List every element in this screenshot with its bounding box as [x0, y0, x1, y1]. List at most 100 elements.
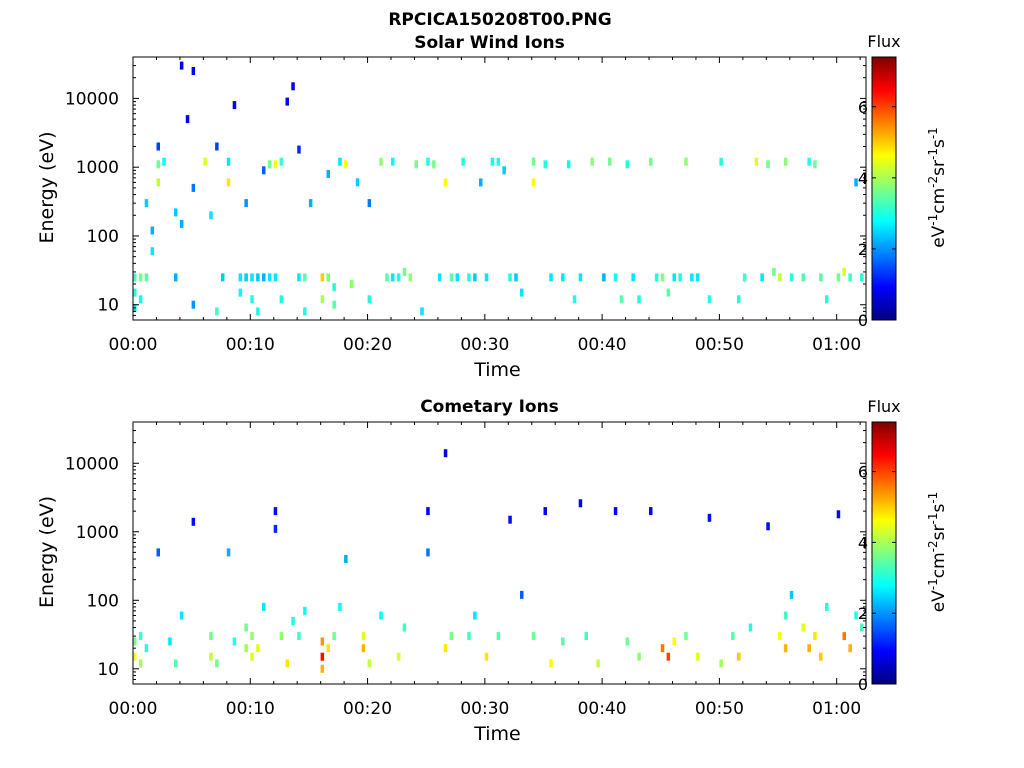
heatmap-cell — [531, 632, 536, 641]
heatmap-cell — [215, 307, 219, 316]
heatmap-cell — [449, 273, 454, 282]
colorbar-label: eV-1cm-2sr-1s-1 — [926, 492, 949, 613]
heatmap-cell — [854, 611, 858, 620]
heatmap-cell — [836, 273, 841, 282]
heatmap-cell — [226, 548, 231, 557]
heatmap-cell — [179, 219, 184, 228]
plot-frame — [132, 56, 867, 321]
heatmap-cell — [273, 507, 278, 516]
panel-title: Cometary Ions — [420, 397, 559, 417]
heatmap-cell — [549, 273, 553, 282]
heatmap-cell — [690, 273, 694, 282]
heatmap-cell — [443, 644, 448, 653]
x-tick-label: 00:10 — [226, 699, 275, 719]
heatmap-cell — [672, 637, 676, 646]
heatmap-cell — [308, 199, 313, 208]
heatmap-cell — [174, 273, 178, 282]
heatmap-cell — [138, 632, 143, 641]
heatmap-cell — [350, 280, 354, 288]
colorbar — [871, 421, 897, 685]
heatmap-cell — [860, 623, 864, 632]
heatmap-cell — [860, 273, 864, 282]
heatmap-cell — [320, 664, 325, 673]
heatmap-cell — [273, 524, 278, 533]
heatmap-cell — [426, 507, 430, 516]
x-tick-label: 00:10 — [226, 335, 275, 355]
heatmap-cell — [232, 637, 237, 646]
heatmap-cell — [133, 288, 137, 297]
heatmap-cell — [361, 632, 366, 641]
y-tick-label: 100 — [87, 591, 119, 611]
x-tick-label: 00:30 — [460, 335, 509, 355]
heatmap-cell — [262, 602, 266, 611]
heatmap-cell — [150, 247, 155, 256]
heatmap-cell — [344, 160, 348, 169]
heatmap-cell — [854, 178, 858, 187]
heatmap-cell — [191, 517, 196, 526]
heatmap-cell — [520, 590, 524, 599]
heatmap-cell — [660, 644, 665, 653]
heatmap-cell — [367, 295, 372, 304]
heatmap-cell — [402, 267, 407, 276]
heatmap-cell — [209, 211, 213, 220]
x-tick-label: 00:30 — [460, 699, 509, 719]
heatmap-cell — [742, 273, 747, 282]
heatmap-cell — [133, 637, 137, 646]
heatmap-cell — [344, 555, 348, 563]
heatmap-cell — [625, 160, 630, 169]
heatmap-cell — [637, 295, 641, 304]
heatmap-cell — [396, 273, 401, 282]
heatmap-cell — [168, 637, 172, 646]
heatmap-cell — [244, 623, 248, 632]
colorbar-label: eV-1cm-2sr-1s-1 — [926, 127, 949, 248]
heatmap-cell — [332, 283, 336, 292]
figure-title: RPCICA150208T00.PNG — [388, 10, 611, 30]
panel-title: Solar Wind Ions — [414, 33, 565, 53]
heatmap-cell — [133, 652, 137, 661]
heatmap-cell — [174, 208, 178, 217]
heatmap-cell — [789, 590, 794, 599]
heatmap-cell — [156, 178, 160, 187]
heatmap-cell — [303, 273, 307, 282]
heatmap-cell — [391, 273, 395, 282]
heatmap-cell — [320, 637, 325, 646]
heatmap-cell — [848, 273, 852, 282]
heatmap-cell — [783, 644, 788, 653]
y-tick-label: 1000 — [76, 158, 119, 178]
heatmap-cell — [256, 273, 260, 282]
y-tick-label: 10 — [97, 660, 119, 680]
heatmap-cell — [203, 157, 207, 166]
heatmap-cell — [608, 157, 612, 166]
heatmap-cell — [303, 307, 307, 316]
colorbar-tick-label: 2 — [858, 240, 868, 259]
heatmap-cell — [379, 157, 383, 166]
heatmap-cell — [836, 510, 841, 519]
heatmap-cell — [256, 307, 260, 316]
heatmap-cell — [285, 97, 289, 106]
heatmap-cell — [807, 644, 811, 653]
y-tick-label: 1000 — [76, 523, 119, 543]
heatmap-cell — [596, 659, 600, 668]
x-axis-label: Time — [473, 359, 521, 381]
heatmap-cell — [455, 273, 459, 282]
heatmap-cell — [273, 160, 278, 169]
heatmap-cell — [707, 513, 712, 522]
heatmap-cell — [549, 659, 553, 668]
heatmap-cell — [678, 273, 682, 282]
heatmap-cell — [543, 507, 547, 516]
heatmap-cell — [819, 273, 823, 282]
heatmap-cell — [807, 157, 811, 166]
heatmap-cell — [332, 300, 336, 309]
y-tick-label: 10000 — [65, 454, 119, 474]
x-tick-label: 00:00 — [109, 335, 158, 355]
heatmap-cell — [297, 632, 301, 641]
plot-frame — [132, 421, 867, 685]
heatmap-cell — [291, 82, 295, 91]
heatmap-cell — [578, 499, 583, 508]
heatmap-cell — [209, 652, 213, 661]
colorbar-tick-label: 4 — [858, 533, 868, 552]
heatmap-cell — [262, 166, 266, 175]
heatmap-cell — [613, 507, 618, 516]
heatmap-cell — [250, 652, 254, 661]
heatmap-cell — [273, 273, 278, 282]
